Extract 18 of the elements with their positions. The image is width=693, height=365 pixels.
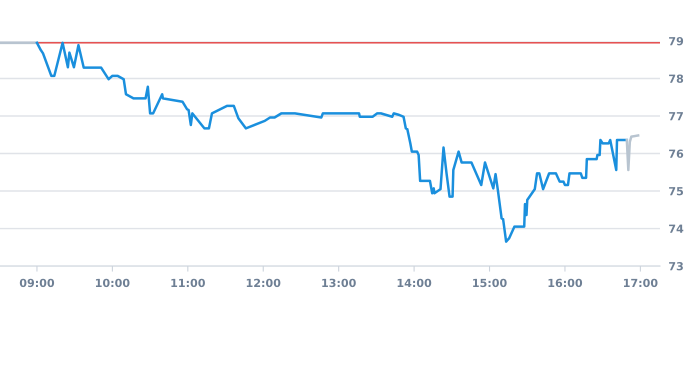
y-tick-label: 73 — [669, 262, 683, 270]
x-tick-label: 12:00 — [246, 278, 280, 288]
x-tick-label: 09:00 — [20, 278, 54, 288]
line-series — [626, 134, 640, 172]
x-tick-label: 11:00 — [171, 278, 205, 288]
y-tick-label: 76 — [669, 149, 684, 158]
y-tick-label: 79 — [669, 36, 684, 46]
x-tick-label: 10:00 — [96, 278, 130, 288]
x-tick-label: 13:00 — [322, 278, 356, 288]
y-tick-label: 75 — [669, 187, 684, 196]
x-tick-label: 15:00 — [473, 278, 507, 288]
y-tick-label: 77 — [669, 112, 683, 120]
y-tick-label: 78 — [669, 74, 684, 83]
x-tick-label: 14:00 — [398, 278, 432, 288]
y-tick-label: 74 — [669, 224, 684, 233]
line-series — [36, 42, 628, 243]
x-tick-label: 16:00 — [548, 278, 582, 288]
x-tick-label: 17:00 — [624, 278, 658, 288]
